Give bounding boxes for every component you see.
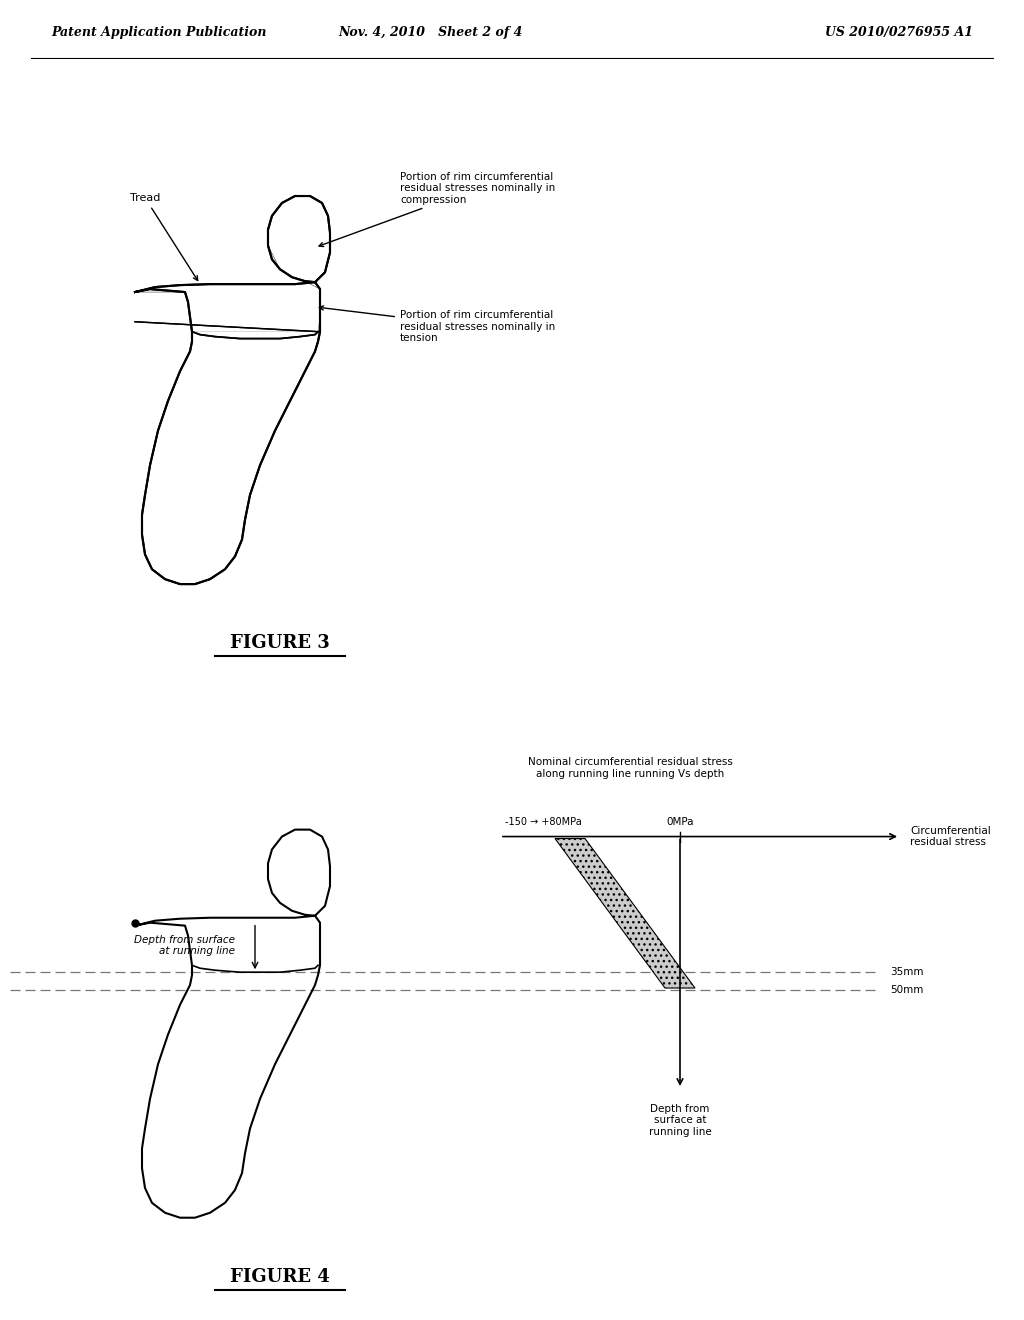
Text: Depth from
surface at
running line: Depth from surface at running line [648, 1104, 712, 1137]
Text: Tread: Tread [130, 193, 198, 280]
Text: Circumferential
residual stress: Circumferential residual stress [910, 826, 991, 847]
Text: Depth from surface
at running line: Depth from surface at running line [134, 935, 234, 956]
Text: US 2010/0276955 A1: US 2010/0276955 A1 [824, 26, 973, 40]
Text: 35mm: 35mm [890, 968, 924, 977]
Text: Nov. 4, 2010   Sheet 2 of 4: Nov. 4, 2010 Sheet 2 of 4 [338, 26, 522, 40]
Text: Portion of rim circumferential
residual stresses nominally in
tension: Portion of rim circumferential residual … [319, 306, 555, 343]
Text: FIGURE 4: FIGURE 4 [230, 1269, 330, 1286]
Text: 0MPa: 0MPa [667, 817, 693, 826]
Polygon shape [135, 281, 319, 583]
Text: Portion of rim circumferential
residual stresses nominally in
compression: Portion of rim circumferential residual … [319, 172, 555, 247]
Polygon shape [555, 838, 695, 987]
Polygon shape [135, 195, 330, 331]
Polygon shape [185, 289, 319, 331]
Text: 50mm: 50mm [890, 985, 924, 995]
Text: FIGURE 3: FIGURE 3 [230, 635, 330, 652]
Text: Patent Application Publication: Patent Application Publication [51, 26, 266, 40]
Text: -150 → +80MPa: -150 → +80MPa [505, 817, 582, 826]
Text: Nominal circumferential residual stress
along running line running Vs depth: Nominal circumferential residual stress … [527, 758, 732, 779]
